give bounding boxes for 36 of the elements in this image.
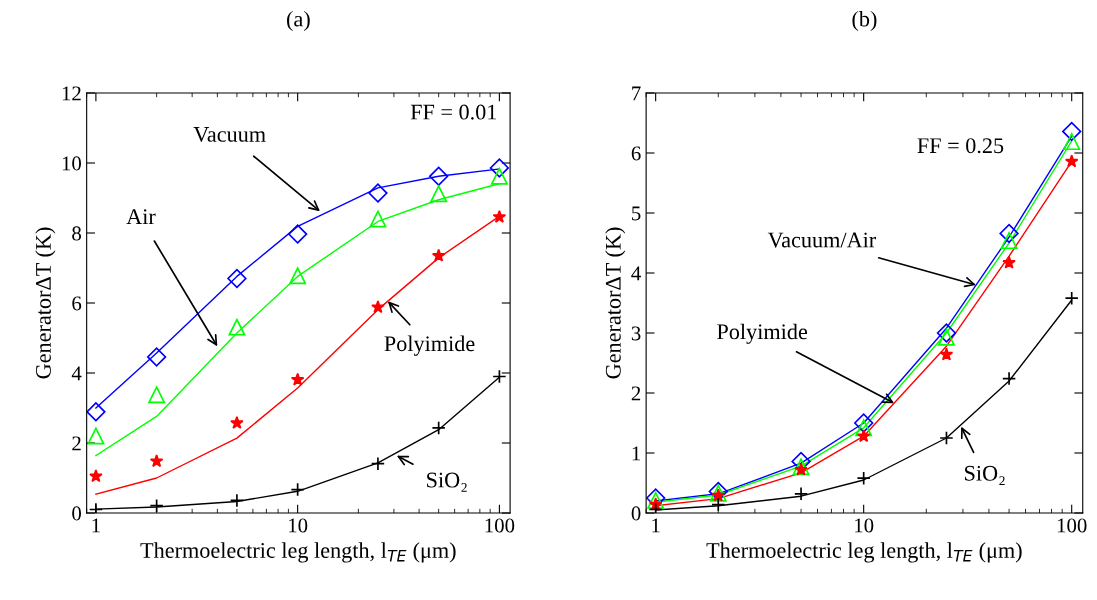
x-tick-label: 1 (92, 518, 100, 533)
chart-title: (b) (852, 10, 877, 32)
y-tick-label: 3 (631, 326, 641, 341)
annotation: Air (126, 209, 156, 224)
y-tick-label: 0 (72, 506, 82, 521)
annotation: FF = 0.25 (917, 138, 1004, 154)
x-tick-label: 10 (855, 518, 874, 533)
y-tick-label: 10 (62, 156, 82, 171)
y-tick-label: 5 (632, 206, 641, 221)
x-tick-label: 10 (289, 518, 308, 533)
annotation: Polyimide (384, 335, 475, 356)
y-tick-label: 6 (631, 146, 641, 161)
y-tick-label: 2 (631, 386, 641, 401)
annotation: Polyimide (717, 323, 808, 344)
y-tick-label: 7 (632, 86, 641, 101)
annotation: SiO₂ (427, 472, 467, 492)
y-tick-label: 6 (72, 296, 82, 311)
y-tick-label: 8 (72, 226, 82, 241)
chart-title: (a) (287, 10, 310, 32)
x-axis-title: Thermoelectric leg length, l$_{TE}$ (μm) (140, 542, 456, 563)
x-tick-label: 100 (485, 518, 515, 533)
y-tick-label: 4 (631, 266, 641, 281)
y-tick-label: 4 (71, 366, 82, 381)
annotation: FF = 0.01 (410, 104, 497, 120)
y-axis-title: GeneratorΔT (K) (605, 227, 626, 379)
x-tick-label: 1 (652, 518, 660, 533)
y-axis-title: GeneratorΔT (K) (35, 227, 56, 379)
annotation: Vacuum/Air (767, 232, 877, 248)
x-tick-label: 100 (1057, 518, 1087, 533)
y-tick-label: 12 (62, 86, 81, 101)
y-tick-label: 0 (631, 506, 641, 521)
annotation: Vacuum (193, 127, 266, 142)
y-tick-label: 2 (72, 436, 81, 451)
annotation: SiO₂ (965, 465, 1005, 486)
y-tick-label: 1 (632, 446, 641, 461)
x-axis-title: Thermoelectric leg length, l$_{TE}$ (μm) (706, 542, 1022, 563)
